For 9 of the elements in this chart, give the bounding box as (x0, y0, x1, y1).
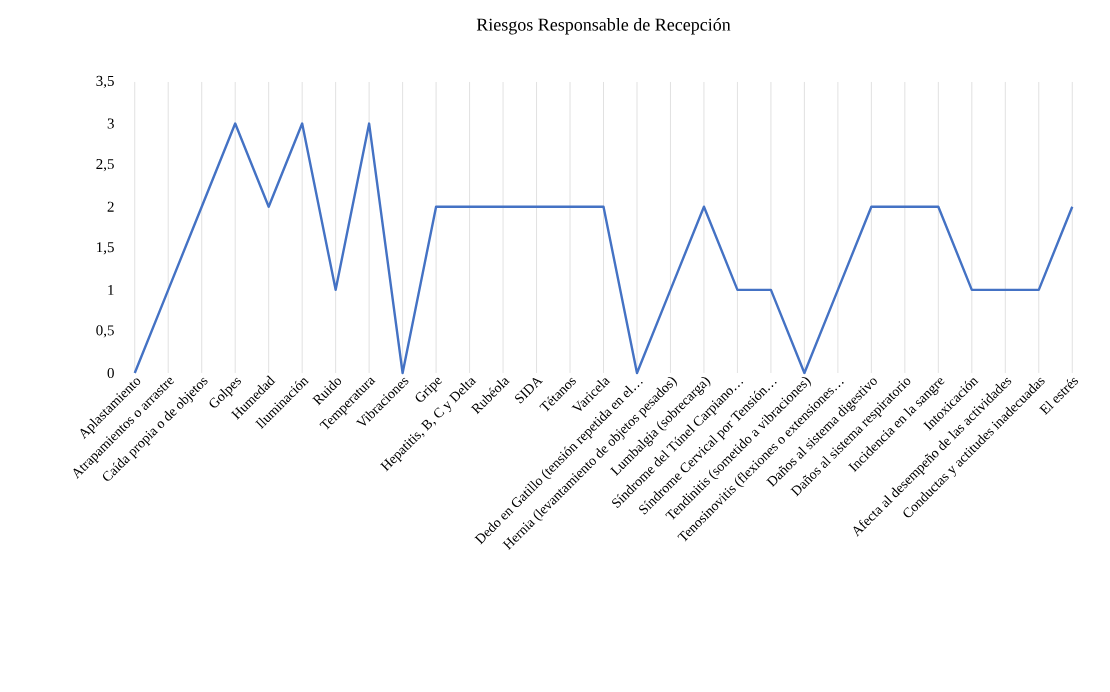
y-tick-label: 2 (107, 201, 114, 212)
y-tick-label: 3 (107, 118, 114, 129)
chart-title: Riesgos Responsable de Recepción (476, 18, 731, 35)
y-tick-label: 3,5 (96, 75, 114, 89)
y-tick-label: 1 (108, 284, 114, 295)
y-tick-label: 2,5 (96, 159, 114, 172)
y-tick-label: 0,5 (96, 325, 114, 338)
y-tick-label: 1,5 (97, 242, 114, 255)
y-tick-label: 0 (107, 367, 114, 379)
